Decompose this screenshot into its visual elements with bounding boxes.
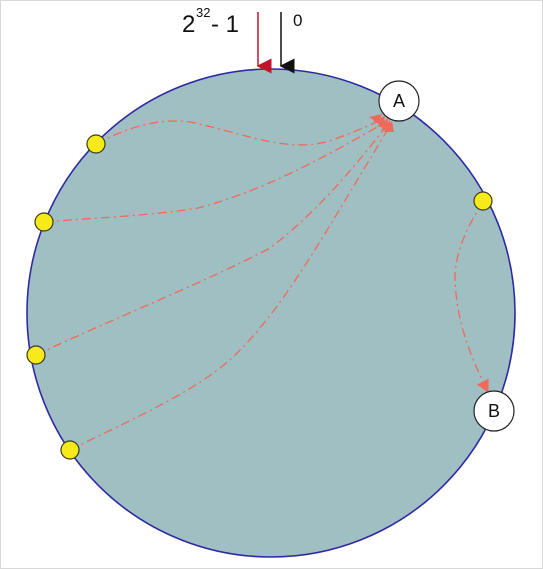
key-point	[473, 191, 493, 211]
max-value-base: 2	[182, 11, 195, 38]
key-point	[26, 345, 46, 365]
max-value-exponent: 32	[196, 5, 210, 20]
mapping-line	[43, 121, 387, 223]
key-points	[26, 134, 493, 460]
server-label-b: B	[488, 401, 500, 421]
mapping-line	[454, 201, 489, 394]
key-point	[34, 212, 54, 232]
max-value-suffix: - 1	[211, 11, 239, 38]
server-node-a: A	[378, 80, 420, 122]
key-point	[60, 440, 80, 460]
server-node-b: B	[473, 390, 515, 432]
mapping-line	[35, 123, 389, 356]
mapping-line	[95, 118, 385, 146]
key-point	[86, 134, 106, 154]
server-label-a: A	[393, 91, 405, 111]
key-mappings	[35, 118, 489, 451]
mapping-line	[69, 125, 391, 451]
zero-label: 0	[293, 11, 302, 30]
mapping-arrowheads	[369, 114, 394, 132]
